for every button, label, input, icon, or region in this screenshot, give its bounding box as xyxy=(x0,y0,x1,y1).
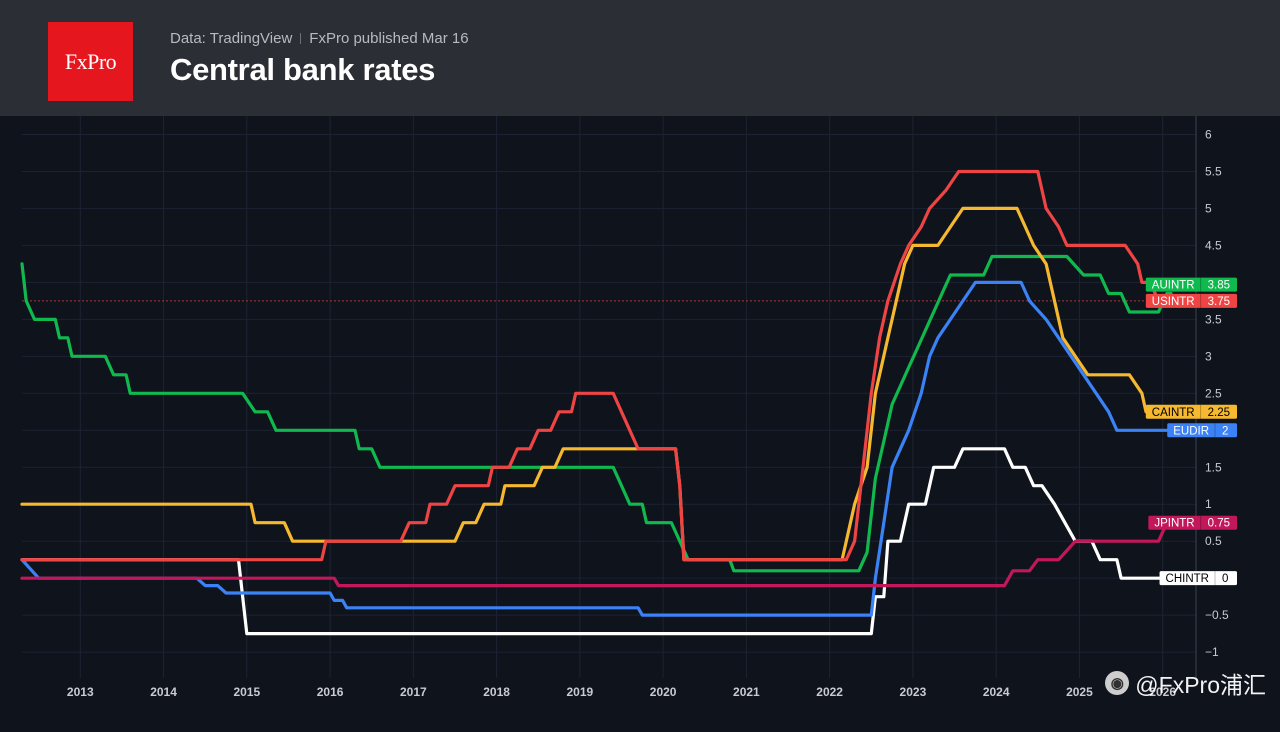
rates-chart: 65.554.543.532.521.510.50−0.5−1201320142… xyxy=(20,116,1237,699)
watermark-text: @FxPro浦汇 xyxy=(1135,672,1266,698)
x-tick-label: 2021 xyxy=(733,685,760,699)
y-tick-label: −1 xyxy=(1205,645,1219,659)
x-tick-label: 2019 xyxy=(567,685,594,699)
source-separator xyxy=(300,33,302,44)
y-tick-label: 2.5 xyxy=(1205,386,1222,400)
x-tick-label: 2015 xyxy=(233,685,260,699)
x-tick-label: 2025 xyxy=(1066,685,1093,699)
value-label-chintr-box xyxy=(1159,571,1237,586)
logo-text: FxPro xyxy=(64,48,117,74)
x-tick-label: 2020 xyxy=(650,685,677,699)
value-label-caintr-box xyxy=(1145,404,1237,419)
value-label-auintr-box xyxy=(1145,277,1237,292)
grid-layer xyxy=(22,116,1196,678)
page-title: Central bank rates xyxy=(170,52,436,87)
x-tick-label: 2016 xyxy=(317,685,344,699)
value-label-eudir-name: EUDIR xyxy=(1173,425,1209,437)
weibo-icon: ◉ xyxy=(1105,671,1130,695)
x-tick-label: 2023 xyxy=(900,685,927,699)
published-info: FxPro published Mar 16 xyxy=(309,30,469,47)
value-label-eudir-box xyxy=(1167,423,1237,438)
series-layer xyxy=(20,169,1177,636)
y-tick-label: 1.5 xyxy=(1205,460,1222,474)
value-label-caintr-name: CAINTR xyxy=(1152,407,1195,419)
series-line-eudir xyxy=(20,280,1173,617)
value-label-usintr-name: USINTR xyxy=(1152,296,1195,308)
series-line-usintr xyxy=(20,169,1173,562)
x-tick-label: 2026 xyxy=(1149,685,1176,699)
x-tick-label: 2014 xyxy=(150,685,177,699)
value-label-caintr-value: 2.25 xyxy=(1208,407,1230,419)
header-bar: FxPro Data: TradingView FxPro published … xyxy=(0,0,1280,116)
data-source: Data: TradingView xyxy=(170,30,293,47)
value-label-jpintr-name: JPINTR xyxy=(1154,518,1194,530)
x-tick-label: 2017 xyxy=(400,685,427,699)
y-tick-label: 5.5 xyxy=(1205,164,1222,178)
value-label-usintr-value: 3.75 xyxy=(1208,296,1230,308)
value-label-layer: AUINTR 3.85 USINTR 3.75 CAINTR 2.25 EUDIR 2 JPIN… xyxy=(1145,277,1237,586)
value-label-auintr-name: AUINTR xyxy=(1152,280,1195,292)
y-tick-label: 5 xyxy=(1205,201,1212,215)
source-line: Data: TradingView FxPro published Mar 16 xyxy=(170,30,469,47)
y-tick-label: −0.5 xyxy=(1205,608,1229,622)
y-tick-label: 0.5 xyxy=(1205,534,1222,548)
axis-layer: 65.554.543.532.521.510.50−0.5−1201320142… xyxy=(67,116,1229,699)
y-tick-label: 3 xyxy=(1205,349,1212,363)
value-label-usintr-box xyxy=(1145,293,1237,308)
x-tick-label: 2018 xyxy=(483,685,510,699)
series-line-auintr xyxy=(20,254,1173,573)
watermark: ◉ @FxPro浦汇 xyxy=(1105,666,1266,700)
x-tick-label: 2013 xyxy=(67,685,94,699)
x-tick-label: 2022 xyxy=(816,685,843,699)
y-tick-label: 3.5 xyxy=(1205,312,1222,326)
value-label-jpintr-box xyxy=(1148,515,1237,530)
value-label-chintr-value: 0 xyxy=(1222,573,1228,585)
x-tick-label: 2024 xyxy=(983,685,1010,699)
y-tick-label: 4.5 xyxy=(1205,238,1222,252)
value-label-jpintr-value: 0.75 xyxy=(1208,518,1230,530)
y-tick-label: 1 xyxy=(1205,497,1212,511)
value-label-auintr-value: 3.85 xyxy=(1208,280,1230,292)
series-line-jpintr xyxy=(20,521,1173,588)
fxpro-logo: FxPro xyxy=(48,22,133,101)
value-label-eudir-value: 2 xyxy=(1222,425,1228,437)
series-line-caintr xyxy=(20,206,1173,562)
y-tick-label: 6 xyxy=(1205,127,1212,141)
value-label-chintr-name: CHINTR xyxy=(1166,573,1209,585)
